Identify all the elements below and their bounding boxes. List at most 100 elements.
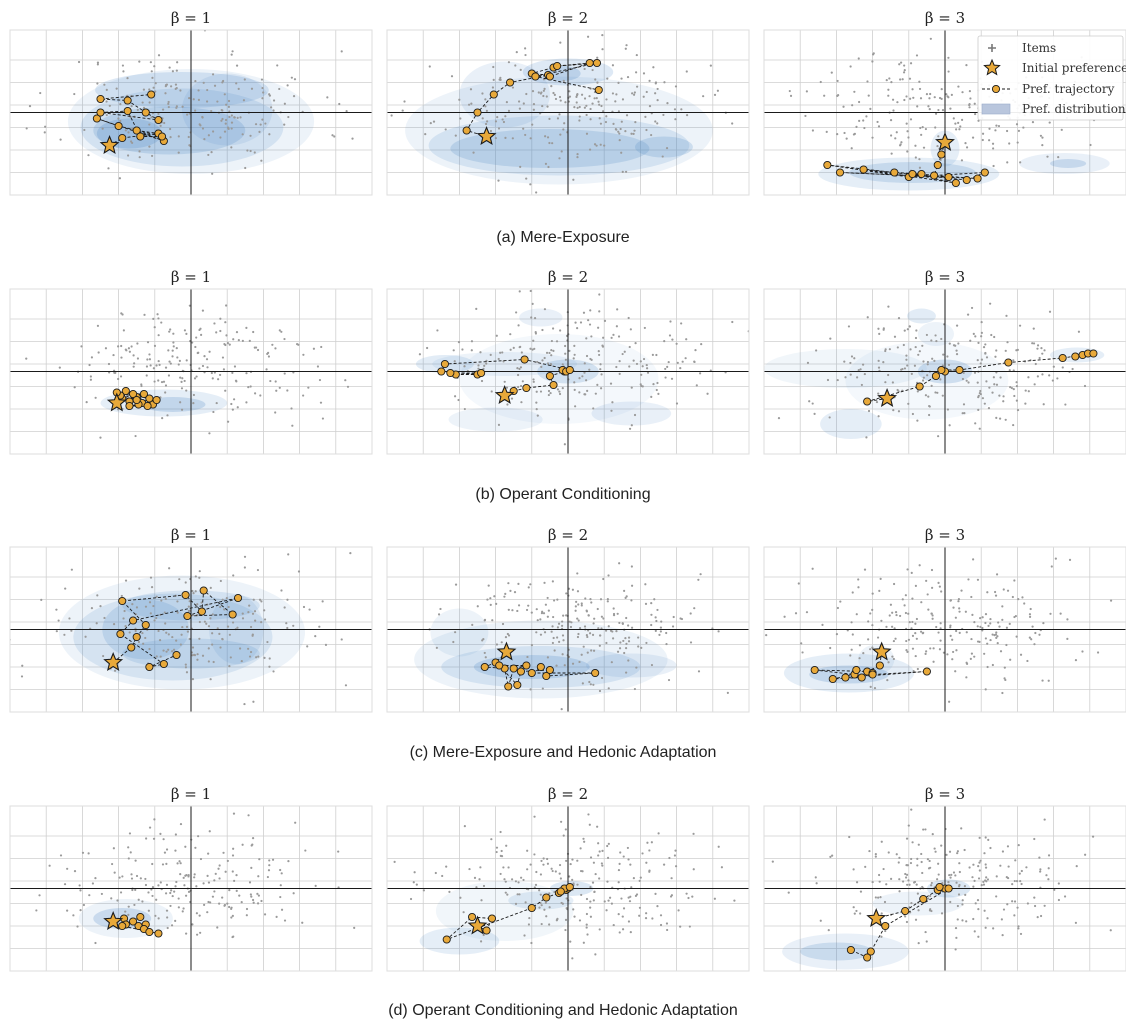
item-point — [984, 637, 987, 640]
item-point — [675, 402, 679, 405]
item-point — [519, 366, 523, 369]
item-point — [175, 106, 178, 109]
item-point — [937, 631, 940, 634]
item-point — [995, 631, 998, 634]
item-point — [612, 333, 615, 336]
item-point — [927, 608, 930, 611]
item-point — [250, 895, 253, 898]
item-point — [635, 71, 638, 74]
item-point — [245, 907, 249, 911]
item-point — [497, 127, 501, 130]
item-point — [531, 90, 535, 93]
item-point — [916, 419, 919, 422]
item-point — [877, 392, 880, 395]
legend-entry-initial-preference: Initial preference — [983, 58, 1126, 76]
item-point — [1014, 614, 1017, 618]
item-point — [78, 884, 81, 887]
item-point — [984, 612, 988, 616]
item-point — [583, 625, 587, 628]
item-point — [575, 95, 578, 98]
item-point — [878, 332, 881, 335]
item-point — [849, 361, 852, 365]
item-point — [148, 647, 151, 651]
plot-area — [764, 806, 1126, 971]
item-point — [685, 338, 688, 341]
item-point — [674, 85, 678, 88]
initial-preference-star — [877, 388, 898, 407]
item-point — [565, 897, 568, 900]
trajectory-point — [129, 616, 138, 625]
item-point — [994, 355, 997, 358]
item-point — [973, 655, 976, 658]
item-point — [1015, 635, 1018, 638]
item-point — [482, 638, 485, 641]
item-point — [151, 76, 154, 79]
item-point — [999, 864, 1002, 867]
item-point — [497, 423, 501, 426]
item-point — [224, 122, 227, 125]
item-point — [889, 603, 893, 606]
item-point — [585, 897, 589, 901]
item-point — [507, 866, 510, 869]
item-point — [1004, 418, 1007, 421]
item-point — [225, 596, 228, 600]
item-point — [554, 870, 557, 873]
trajectory-point — [132, 395, 141, 405]
item-point — [576, 93, 579, 96]
item-point — [495, 334, 498, 337]
item-point — [917, 843, 920, 846]
item-point — [877, 366, 881, 369]
item-point — [193, 653, 196, 656]
item-point — [941, 394, 944, 397]
item-point — [597, 627, 600, 630]
item-point — [1015, 123, 1019, 126]
item-point — [193, 873, 196, 876]
item-point — [507, 61, 511, 64]
item-point — [559, 877, 562, 880]
item-point — [800, 642, 803, 645]
item-point — [509, 589, 512, 592]
item-point — [226, 902, 229, 905]
item-point — [125, 349, 128, 352]
item-point — [912, 669, 915, 673]
item-point — [949, 624, 952, 627]
item-point — [627, 659, 630, 662]
item-point — [128, 832, 132, 835]
item-point — [597, 326, 600, 329]
item-point — [650, 623, 653, 627]
item-point — [171, 894, 174, 898]
item-point — [1032, 342, 1036, 345]
item-point — [900, 368, 903, 371]
item-point — [221, 896, 224, 899]
item-point — [154, 90, 157, 93]
item-point — [439, 607, 442, 611]
item-point — [949, 634, 952, 638]
item-point — [606, 880, 609, 883]
item-point — [145, 837, 148, 840]
item-point — [286, 626, 289, 630]
item-point — [286, 598, 289, 601]
item-point — [501, 118, 504, 121]
item-point — [95, 622, 98, 625]
item-point — [239, 116, 242, 119]
item-point — [998, 417, 1002, 420]
item-point — [160, 380, 164, 384]
item-point — [533, 347, 536, 350]
item-point — [641, 852, 644, 855]
item-point — [589, 683, 592, 686]
item-point — [539, 390, 543, 393]
item-point — [976, 578, 980, 581]
item-point — [863, 372, 866, 376]
distribution-contour — [405, 76, 713, 185]
item-point — [866, 80, 869, 83]
item-point — [1027, 376, 1030, 379]
item-point — [955, 936, 958, 939]
item-point — [1075, 865, 1078, 868]
item-point — [669, 320, 672, 323]
trajectory-point — [585, 58, 594, 68]
item-point — [1006, 903, 1009, 906]
item-point — [547, 165, 550, 169]
item-point — [1063, 895, 1067, 898]
item-point — [55, 630, 58, 633]
item-point — [185, 874, 188, 877]
